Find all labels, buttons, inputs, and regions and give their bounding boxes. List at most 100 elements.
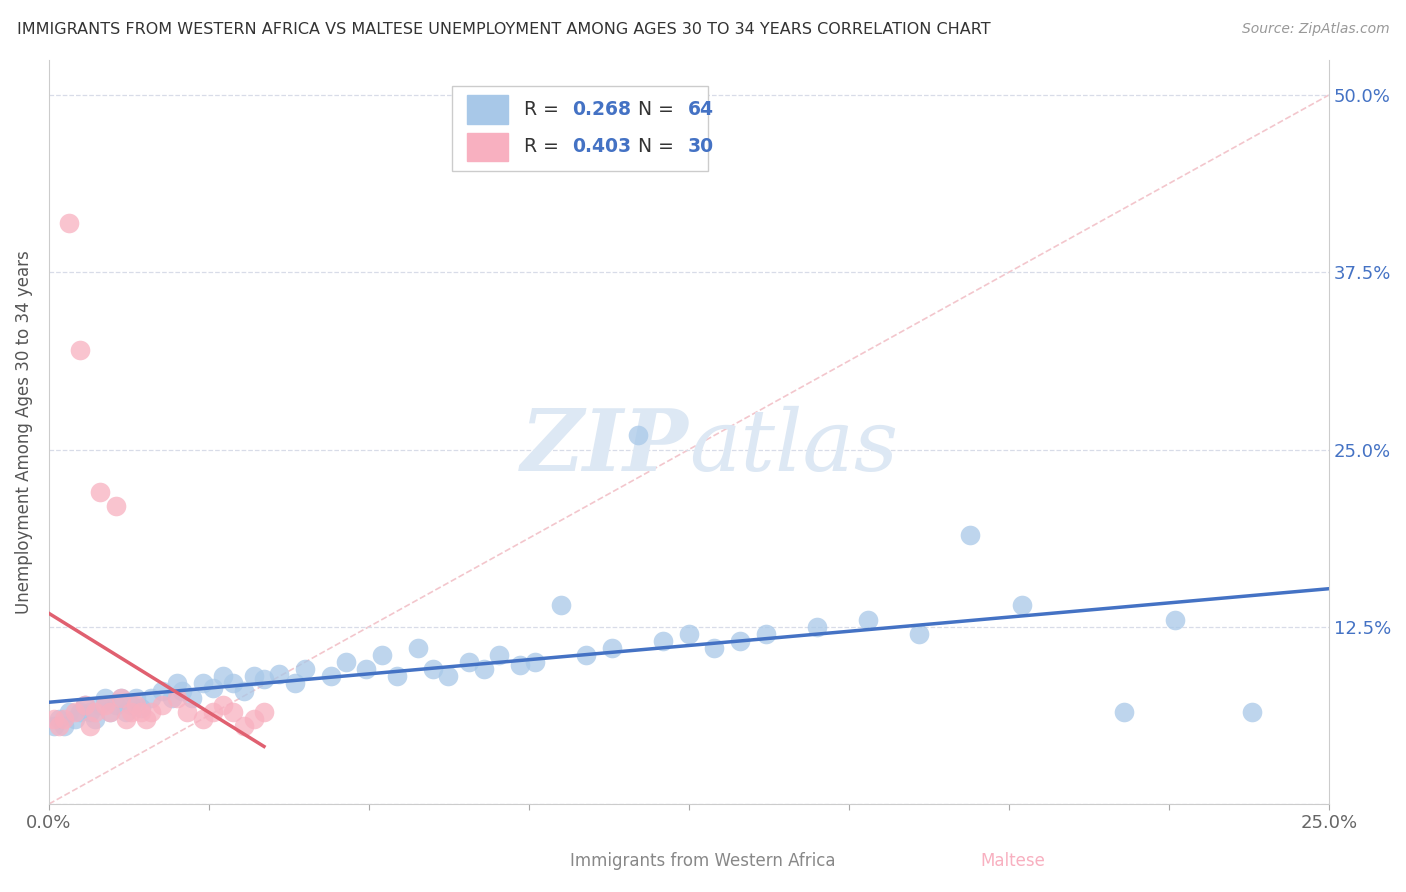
Point — [114, 705, 136, 719]
Point — [120, 698, 142, 712]
Point — [181, 690, 204, 705]
Point — [678, 627, 700, 641]
Text: N =: N = — [620, 100, 679, 119]
Point — [141, 705, 163, 719]
Y-axis label: Unemployment Among Ages 30 to 34 years: Unemployment Among Ages 30 to 34 years — [15, 250, 32, 614]
Point — [406, 640, 429, 655]
Point — [212, 669, 235, 683]
Text: Source: ZipAtlas.com: Source: ZipAtlas.com — [1241, 22, 1389, 37]
Point — [242, 712, 264, 726]
Point — [201, 705, 224, 719]
Point — [222, 705, 245, 719]
Point — [84, 712, 107, 726]
Point — [385, 669, 408, 683]
Point — [166, 676, 188, 690]
Text: atlas: atlas — [689, 405, 898, 488]
Point — [253, 705, 276, 719]
Text: ZIP: ZIP — [522, 405, 689, 489]
Point — [89, 698, 111, 712]
Point — [806, 620, 828, 634]
Point — [356, 662, 378, 676]
Point — [94, 690, 117, 705]
Point — [89, 485, 111, 500]
Point — [294, 662, 316, 676]
Text: IMMIGRANTS FROM WESTERN AFRICA VS MALTESE UNEMPLOYMENT AMONG AGES 30 TO 34 YEARS: IMMIGRANTS FROM WESTERN AFRICA VS MALTES… — [17, 22, 990, 37]
Point — [100, 705, 122, 719]
Point — [488, 648, 510, 662]
Point — [129, 705, 152, 719]
Text: R =: R = — [524, 100, 565, 119]
Point — [191, 712, 214, 726]
Point — [176, 705, 198, 719]
Point — [856, 613, 879, 627]
Point — [110, 690, 132, 705]
Point — [703, 640, 725, 655]
Point — [1112, 705, 1135, 719]
Point — [166, 690, 188, 705]
Point — [104, 500, 127, 514]
Point — [728, 634, 751, 648]
Point — [73, 698, 96, 712]
Point — [73, 698, 96, 712]
Point — [370, 648, 392, 662]
Point — [457, 655, 479, 669]
Point — [42, 719, 65, 733]
Point — [755, 627, 778, 641]
Point — [284, 676, 307, 690]
Point — [269, 666, 291, 681]
Point — [114, 712, 136, 726]
Point — [69, 705, 91, 719]
Text: Maltese: Maltese — [980, 852, 1045, 870]
Point — [84, 705, 107, 719]
Point — [550, 599, 572, 613]
Text: N =: N = — [620, 137, 679, 156]
Point — [627, 428, 650, 442]
Point — [120, 705, 142, 719]
Point — [42, 712, 65, 726]
Point — [58, 705, 80, 719]
Point — [141, 690, 163, 705]
Text: R =: R = — [524, 137, 565, 156]
Point — [212, 698, 235, 712]
FancyBboxPatch shape — [453, 86, 709, 171]
Point — [48, 712, 70, 726]
Point — [170, 683, 193, 698]
Point — [242, 669, 264, 683]
Point — [1240, 705, 1263, 719]
Point — [110, 690, 132, 705]
Point — [600, 640, 623, 655]
Point — [201, 681, 224, 695]
Point — [48, 719, 70, 733]
Point — [135, 712, 157, 726]
Point — [524, 655, 547, 669]
Point — [232, 683, 254, 698]
FancyBboxPatch shape — [467, 95, 509, 124]
Point — [1164, 613, 1187, 627]
Point — [319, 669, 342, 683]
FancyBboxPatch shape — [467, 133, 509, 161]
Point — [437, 669, 460, 683]
Point — [150, 683, 173, 698]
Text: 0.403: 0.403 — [572, 137, 631, 156]
Point — [63, 705, 86, 719]
Point — [253, 672, 276, 686]
Point — [652, 634, 675, 648]
Point — [69, 343, 91, 358]
Point — [472, 662, 495, 676]
Point — [908, 627, 931, 641]
Point — [150, 698, 173, 712]
Point — [94, 698, 117, 712]
Point — [79, 719, 101, 733]
Text: 30: 30 — [688, 137, 714, 156]
Point — [191, 676, 214, 690]
Point — [58, 216, 80, 230]
Point — [232, 719, 254, 733]
Text: 64: 64 — [688, 100, 714, 119]
Point — [222, 676, 245, 690]
Point — [100, 705, 122, 719]
Point — [959, 527, 981, 541]
Text: Immigrants from Western Africa: Immigrants from Western Africa — [571, 852, 835, 870]
Point — [422, 662, 444, 676]
Point — [575, 648, 598, 662]
Point — [53, 719, 76, 733]
